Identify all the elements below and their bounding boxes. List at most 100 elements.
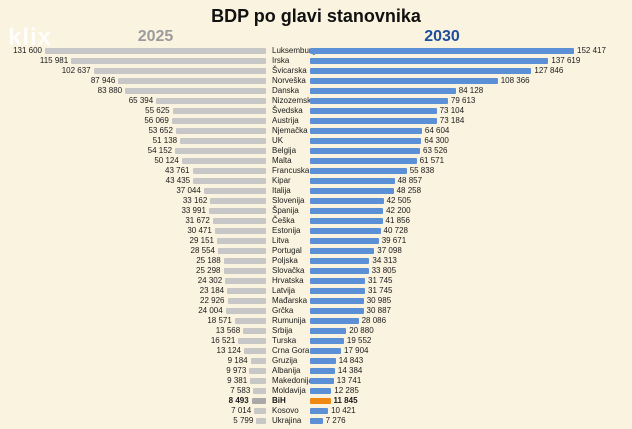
country-label: Gruzija: [272, 356, 298, 365]
zone-2025: 37 044: [0, 186, 266, 196]
value-2030: 84 128: [458, 86, 484, 95]
zone-2025: 131 600: [0, 46, 266, 56]
value-2025: 33 162: [182, 196, 208, 205]
value-2030: 64 300: [424, 136, 449, 145]
value-2025: 25 298: [196, 266, 221, 275]
chart-row: 9 184 Gruzija 14 843: [0, 356, 632, 366]
zone-2025: 53 652: [0, 126, 266, 136]
column-header-2025: 2025: [137, 28, 174, 45]
zone-2030: 64 604: [310, 126, 632, 136]
zone-2030: 17 904: [310, 346, 632, 356]
value-2030: 73 184: [439, 116, 465, 125]
zone-2030: 40 728: [310, 226, 632, 236]
value-2030: 13 741: [336, 376, 362, 385]
klix-watermark-logo: klix: [8, 24, 53, 51]
value-2030: 79 613: [450, 96, 476, 105]
value-2030: 48 258: [396, 186, 422, 195]
value-2030: 40 728: [383, 226, 408, 235]
value-2030: 7 276: [325, 416, 346, 425]
zone-2025: 25 188: [0, 256, 266, 266]
value-2030: 41 856: [385, 216, 410, 225]
zone-2025: 54 152: [0, 146, 266, 156]
bar-2025: [208, 208, 266, 214]
bar-2025: [181, 158, 266, 164]
chart-row: 29 151 Litva 39 671: [0, 236, 632, 246]
value-2025: 115 981: [39, 56, 69, 65]
value-2030: 137 619: [551, 56, 581, 65]
bar-2030: [310, 288, 365, 294]
zone-2025: 8 493: [0, 396, 266, 406]
value-2025: 37 044: [176, 186, 201, 195]
zone-2025: 30 471: [0, 226, 266, 236]
country-label: Srbija: [272, 326, 293, 335]
country-label: Kosovo: [272, 406, 299, 415]
chart-row: 53 652 Njemačka 64 604: [0, 126, 632, 136]
zone-2025: 9 184: [0, 356, 266, 366]
zone-2030: 30 887: [310, 306, 632, 316]
bar-2025: [249, 368, 266, 374]
value-2030: 30 985: [366, 296, 392, 305]
chart-row: 43 435 Kipar 48 857: [0, 176, 632, 186]
value-2030: 31 745: [368, 286, 393, 295]
bar-2025: [172, 108, 266, 114]
bar-2025: [256, 418, 266, 424]
chart-row: 31 672 Češka 41 856: [0, 216, 632, 226]
value-2025: 53 652: [148, 126, 173, 135]
bar-2030: [310, 408, 329, 414]
chart-row: 87 946 Norveška 108 366: [0, 76, 632, 86]
chart-row: 102 637 Švicarska 127 846: [0, 66, 632, 76]
zone-2030: 39 671: [310, 236, 632, 246]
chart-row: 51 138 UK 64 300: [0, 136, 632, 146]
bar-2030: [310, 148, 420, 154]
country-label: Francuska: [272, 166, 310, 175]
bar-2030: [310, 108, 437, 114]
chart-row: 33 991 Španija 42 200: [0, 206, 632, 216]
value-2030: 55 838: [409, 166, 435, 175]
zone-2030: 79 613: [310, 96, 632, 106]
bar-2025: [193, 178, 266, 184]
country-label: BiH: [272, 396, 286, 405]
value-2030: 10 421: [331, 406, 356, 415]
zone-2030: 152 417: [310, 46, 632, 56]
bar-2025: [223, 258, 266, 264]
bar-2030: [310, 298, 364, 304]
bar-2030: [310, 258, 370, 264]
value-2030: 14 843: [338, 356, 364, 365]
zone-2030: 10 421: [310, 406, 632, 416]
zone-2030: 30 985: [310, 296, 632, 306]
bar-2025: [93, 68, 266, 74]
country-label: Grčka: [272, 306, 294, 315]
chart-row: 24 302 Hrvatska 31 745: [0, 276, 632, 286]
zone-2025: 31 672: [0, 216, 266, 226]
value-2030: 31 745: [368, 276, 393, 285]
zone-2025: 115 981: [0, 56, 266, 66]
chart-row: 18 571 Rumunija 28 086: [0, 316, 632, 326]
bar-2030: [310, 228, 381, 234]
value-2025: 50 124: [154, 156, 179, 165]
bar-2025: [234, 318, 266, 324]
zone-2025: 13 124: [0, 346, 266, 356]
bar-2030: [310, 338, 344, 344]
bar-2030: [310, 218, 383, 224]
chart-row: 131 600 Luksemburg 152 417: [0, 46, 632, 56]
zone-2025: 22 926: [0, 296, 266, 306]
zone-2030: 33 805: [310, 266, 632, 276]
bar-2025: [225, 308, 266, 314]
zone-2025: 50 124: [0, 156, 266, 166]
chart-title: BDP po glavi stanovnika: [211, 6, 421, 26]
zone-2025: 28 554: [0, 246, 266, 256]
country-label: Crna Gora: [272, 346, 310, 355]
value-2030: 63 526: [423, 146, 448, 155]
chart-row: 9 381 Makedonija 13 741: [0, 376, 632, 386]
zone-2025: 24 004: [0, 306, 266, 316]
zone-2030: 73 184: [310, 116, 632, 126]
zone-2030: 55 838: [310, 166, 632, 176]
zone-2025: 51 138: [0, 136, 266, 146]
chart-rows: 131 600 Luksemburg 152 417 115 981 Irska 137 …: [0, 46, 632, 426]
zone-2030: 73 104: [310, 106, 632, 116]
country-label: Malta: [272, 156, 292, 165]
value-2025: 83 880: [97, 86, 123, 95]
bar-2025: [227, 298, 266, 304]
chart-row: 37 044 Italija 48 258: [0, 186, 632, 196]
